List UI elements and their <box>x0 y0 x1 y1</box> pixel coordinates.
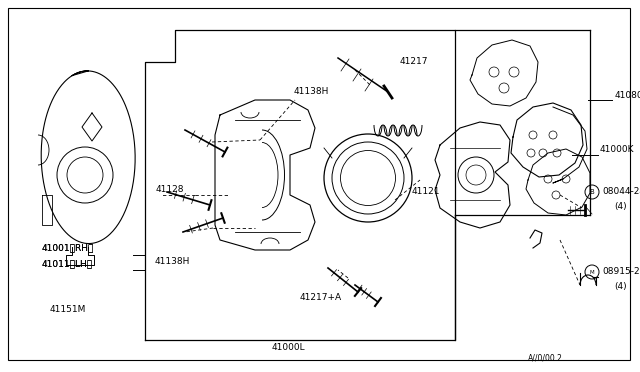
Text: M: M <box>589 269 595 275</box>
Text: 41001〈RH〉: 41001〈RH〉 <box>42 244 94 253</box>
Text: 41080K: 41080K <box>615 92 640 100</box>
Text: 41121: 41121 <box>412 187 440 196</box>
Text: 41000L: 41000L <box>272 343 306 353</box>
Text: 41000K: 41000K <box>600 145 634 154</box>
Text: 41128: 41128 <box>156 186 184 195</box>
Text: 08044-2401A: 08044-2401A <box>602 187 640 196</box>
Text: (4): (4) <box>614 202 627 211</box>
Text: B: B <box>589 189 595 195</box>
Text: (4): (4) <box>614 282 627 291</box>
Text: 41138H: 41138H <box>155 257 190 266</box>
Text: A//0/00.2: A//0/00.2 <box>528 353 563 362</box>
Text: 41001〈RH〉: 41001〈RH〉 <box>42 244 94 253</box>
Text: 41138H: 41138H <box>294 87 330 96</box>
Text: 41151M: 41151M <box>50 305 86 314</box>
Text: 08915-2421A: 08915-2421A <box>602 267 640 276</box>
Text: 41011〈LH〉: 41011〈LH〉 <box>42 260 93 269</box>
Text: 41217+A: 41217+A <box>300 294 342 302</box>
Text: 41011〈LH〉: 41011〈LH〉 <box>42 260 93 269</box>
Text: 41217: 41217 <box>400 58 429 67</box>
FancyBboxPatch shape <box>8 8 630 360</box>
